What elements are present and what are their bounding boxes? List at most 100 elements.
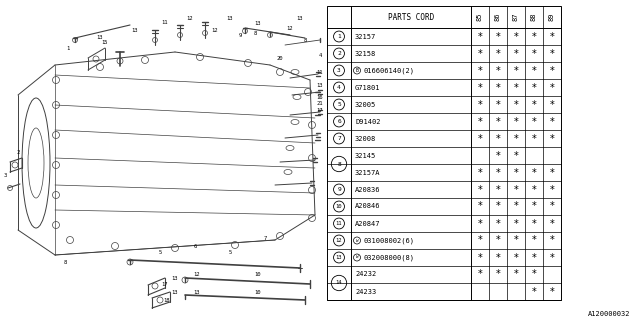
Text: 87: 87 bbox=[513, 13, 519, 21]
Text: *: * bbox=[514, 49, 518, 59]
Text: 85: 85 bbox=[477, 13, 483, 21]
Text: 12: 12 bbox=[187, 15, 193, 20]
Text: *: * bbox=[532, 202, 536, 212]
Text: *: * bbox=[550, 236, 554, 245]
Text: 031008002(6): 031008002(6) bbox=[363, 237, 414, 244]
Text: *: * bbox=[495, 150, 500, 161]
Text: *: * bbox=[532, 100, 536, 109]
Text: *: * bbox=[495, 185, 500, 195]
Text: *: * bbox=[550, 219, 554, 228]
Text: A20836: A20836 bbox=[355, 187, 381, 193]
Text: 24233: 24233 bbox=[355, 289, 376, 294]
Text: 11: 11 bbox=[317, 69, 323, 75]
Text: *: * bbox=[495, 219, 500, 228]
Text: *: * bbox=[514, 167, 518, 178]
Text: 17: 17 bbox=[317, 108, 323, 113]
Text: 13: 13 bbox=[172, 276, 179, 281]
Text: *: * bbox=[495, 49, 500, 59]
Text: *: * bbox=[550, 167, 554, 178]
Text: *: * bbox=[550, 133, 554, 143]
Text: G71801: G71801 bbox=[355, 84, 381, 91]
Text: 8: 8 bbox=[303, 37, 307, 43]
Text: *: * bbox=[477, 116, 483, 126]
Text: *: * bbox=[532, 83, 536, 92]
Text: *: * bbox=[477, 167, 483, 178]
Text: 13: 13 bbox=[317, 83, 323, 87]
Text: *: * bbox=[514, 269, 518, 279]
Text: *: * bbox=[495, 100, 500, 109]
Text: *: * bbox=[514, 116, 518, 126]
Text: *: * bbox=[550, 286, 554, 297]
Text: *: * bbox=[514, 133, 518, 143]
Text: *: * bbox=[495, 31, 500, 42]
Text: D91402: D91402 bbox=[355, 118, 381, 124]
Text: 5: 5 bbox=[158, 250, 162, 254]
Text: *: * bbox=[532, 185, 536, 195]
Text: 32005: 32005 bbox=[355, 101, 376, 108]
Text: *: * bbox=[514, 252, 518, 262]
Text: 11: 11 bbox=[336, 221, 342, 226]
Text: *: * bbox=[550, 202, 554, 212]
Text: 8: 8 bbox=[337, 162, 341, 166]
Text: *: * bbox=[550, 100, 554, 109]
Text: *: * bbox=[532, 49, 536, 59]
Text: 13: 13 bbox=[297, 15, 303, 20]
Text: 10: 10 bbox=[255, 273, 261, 277]
Text: W: W bbox=[356, 238, 358, 243]
Text: *: * bbox=[477, 236, 483, 245]
Text: *: * bbox=[550, 66, 554, 76]
Text: 9: 9 bbox=[337, 187, 341, 192]
Text: 20: 20 bbox=[276, 55, 284, 60]
Text: 32157A: 32157A bbox=[355, 170, 381, 175]
Text: *: * bbox=[495, 269, 500, 279]
Bar bbox=[327, 6, 561, 300]
Text: 15: 15 bbox=[102, 39, 108, 44]
Text: 17: 17 bbox=[162, 283, 168, 287]
Text: *: * bbox=[495, 236, 500, 245]
Text: A120000032: A120000032 bbox=[588, 311, 630, 317]
Text: *: * bbox=[514, 236, 518, 245]
Text: *: * bbox=[514, 185, 518, 195]
Text: 21: 21 bbox=[317, 100, 323, 106]
Text: *: * bbox=[550, 116, 554, 126]
Text: *: * bbox=[514, 219, 518, 228]
Text: *: * bbox=[550, 252, 554, 262]
Text: *: * bbox=[495, 66, 500, 76]
Text: 9: 9 bbox=[238, 33, 242, 37]
Text: 12: 12 bbox=[212, 28, 218, 33]
Text: *: * bbox=[532, 236, 536, 245]
Text: 10: 10 bbox=[336, 204, 342, 209]
Text: 4: 4 bbox=[337, 85, 341, 90]
Text: *: * bbox=[532, 116, 536, 126]
Text: 32008: 32008 bbox=[355, 135, 376, 141]
Text: *: * bbox=[495, 252, 500, 262]
Text: 1: 1 bbox=[67, 45, 70, 51]
Text: 3: 3 bbox=[337, 68, 341, 73]
Text: 2: 2 bbox=[17, 149, 20, 155]
Text: *: * bbox=[477, 185, 483, 195]
Text: 13: 13 bbox=[255, 20, 261, 26]
Text: *: * bbox=[514, 66, 518, 76]
Text: 12: 12 bbox=[194, 273, 200, 277]
Text: *: * bbox=[477, 31, 483, 42]
Text: 13: 13 bbox=[132, 28, 138, 33]
Text: *: * bbox=[495, 116, 500, 126]
Text: 12: 12 bbox=[287, 26, 293, 30]
Text: 24232: 24232 bbox=[355, 271, 376, 277]
Text: 016606140(2): 016606140(2) bbox=[363, 67, 414, 74]
Text: 8: 8 bbox=[253, 30, 257, 36]
Text: *: * bbox=[477, 133, 483, 143]
Text: 32145: 32145 bbox=[355, 153, 376, 158]
Text: 16: 16 bbox=[317, 94, 323, 100]
Text: 2: 2 bbox=[337, 51, 341, 56]
Text: *: * bbox=[477, 269, 483, 279]
Text: 7: 7 bbox=[264, 236, 267, 241]
Text: 89: 89 bbox=[549, 13, 555, 21]
Text: *: * bbox=[477, 219, 483, 228]
Text: PARTS CORD: PARTS CORD bbox=[388, 12, 434, 21]
Text: *: * bbox=[477, 49, 483, 59]
Text: 7: 7 bbox=[337, 136, 341, 141]
Text: A20846: A20846 bbox=[355, 204, 381, 210]
Text: *: * bbox=[550, 49, 554, 59]
Text: 8: 8 bbox=[63, 260, 67, 265]
